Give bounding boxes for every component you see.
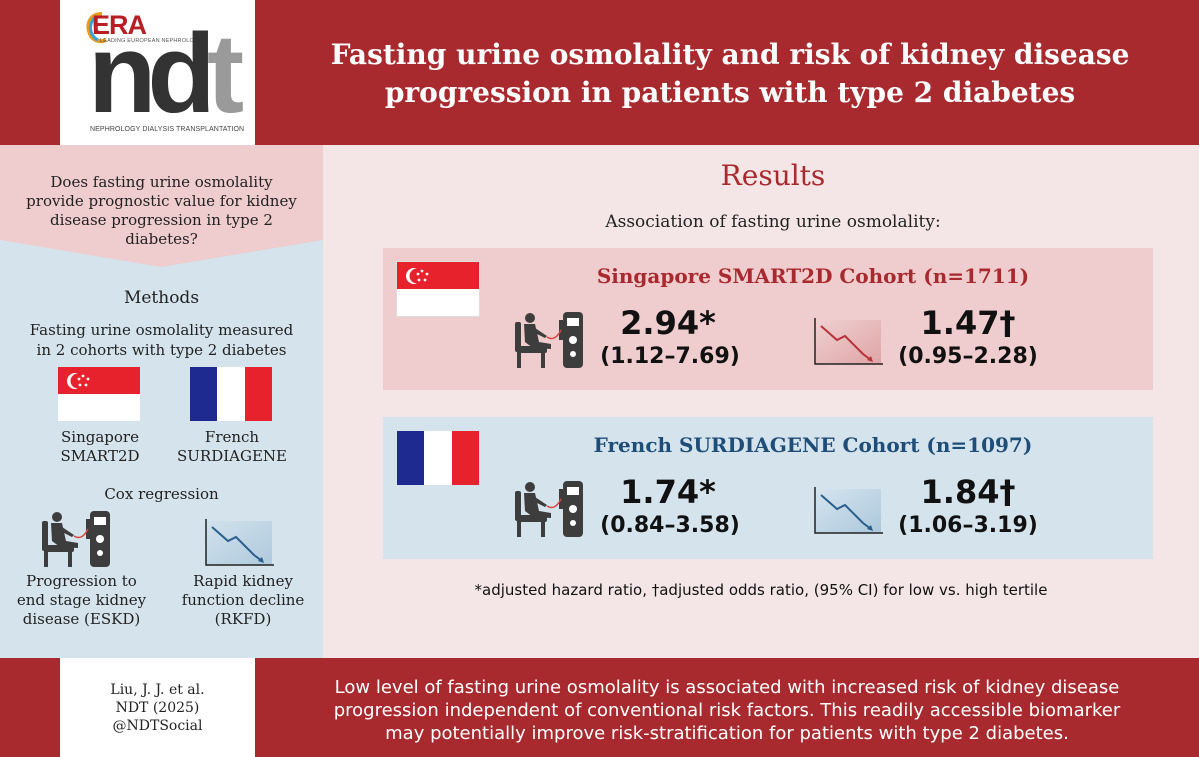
research-question: Does fasting urine osmolality provide pr… xyxy=(0,173,323,249)
outcome-label-line: disease (ESKD) xyxy=(22,610,141,628)
ndt-logo-nd: nd xyxy=(88,11,216,136)
cohort-title: Singapore SMART2D Cohort (n=1711) xyxy=(596,264,1030,288)
eskd-hazard-ratio: 2.94* xyxy=(620,304,716,342)
rkfd-confidence-interval: (0.95–2.28) xyxy=(898,344,1038,369)
cohort-label-line: French xyxy=(204,428,260,446)
cohort-label-france: French SURDIAGENE xyxy=(164,428,300,466)
outcome-label-eskd: Progression to end stage kidney disease … xyxy=(4,572,159,629)
methods-line: Fasting urine osmolality measured xyxy=(29,321,294,339)
citation-line: Liu, J. J. et al. xyxy=(110,682,205,698)
ndt-logo-t: t xyxy=(206,11,244,136)
citation-line: @NDTSocial xyxy=(112,718,203,734)
header-banner: ERA LEADING EUROPEAN NEPHROLOGY ndt NEPH… xyxy=(0,0,1199,145)
page-title: Fasting urine osmolality and risk of kid… xyxy=(275,36,1185,112)
france-flag-icon xyxy=(397,431,479,485)
france-flag-icon xyxy=(190,367,272,421)
outcome-label-line: Rapid kidney xyxy=(193,572,293,590)
methods-heading: Methods xyxy=(123,288,200,308)
outcome-label-line: (RKFD) xyxy=(214,610,272,628)
conclusion-text: Low level of fasting urine osmolality is… xyxy=(262,676,1192,745)
ndt-tagline: NEPHROLOGY DIALYSIS TRANSPLANTATION xyxy=(90,126,245,133)
ndt-logo: ERA LEADING EUROPEAN NEPHROLOGY ndt NEPH… xyxy=(60,0,255,145)
dialysis-patient-icon xyxy=(515,312,583,368)
singapore-flag-icon xyxy=(58,367,140,421)
dialysis-patient-icon xyxy=(42,511,110,567)
title-line-1: Fasting urine osmolality and risk of kid… xyxy=(330,38,1130,71)
outcome-label-line: end stage kidney xyxy=(16,591,147,609)
results-subheading: Association of fasting urine osmolality: xyxy=(605,212,941,232)
question-banner-shape xyxy=(0,145,323,267)
question-line: disease progression in type 2 xyxy=(50,211,273,229)
cohort-label-singapore: Singapore SMART2D xyxy=(40,428,160,466)
rkfd-odds-ratio: 1.47† xyxy=(920,304,1016,342)
singapore-flag-icon xyxy=(396,261,480,317)
cohort-label-line: SMART2D xyxy=(60,447,140,465)
dialysis-patient-icon xyxy=(515,481,583,537)
outcome-label-line: Progression to xyxy=(26,572,137,590)
era-logo-text: ERA xyxy=(92,10,147,40)
eskd-hazard-ratio: 1.74* xyxy=(620,473,716,511)
question-line: diabetes? xyxy=(125,230,198,248)
eskd-confidence-interval: (0.84–3.58) xyxy=(600,513,740,538)
conclusion-line: may potentially improve risk-stratificat… xyxy=(385,723,1069,744)
eskd-confidence-interval: (1.12–7.69) xyxy=(600,344,740,369)
ndt-logo-text: ndt xyxy=(88,18,244,130)
citation-box: Liu, J. J. et al. NDT (2025) @NDTSocial xyxy=(60,658,255,757)
conclusion-banner: Liu, J. J. et al. NDT (2025) @NDTSocial … xyxy=(0,658,1199,757)
cohort-card-singapore: Singapore SMART2D Cohort (n=1711) 2.94* … xyxy=(383,248,1153,390)
declining-chart-icon xyxy=(814,487,883,534)
methods-text: Fasting urine osmolality measured in 2 c… xyxy=(0,320,323,360)
methods-line: in 2 cohorts with type 2 diabetes xyxy=(36,341,287,359)
analysis-method: Cox regression xyxy=(104,485,219,503)
results-footnote: *adjusted hazard ratio, †adjusted odds r… xyxy=(474,581,1048,599)
question-line: Does fasting urine osmolality xyxy=(50,173,273,191)
rkfd-odds-ratio: 1.84† xyxy=(920,473,1016,511)
cohort-label-line: SURDIAGENE xyxy=(176,447,287,465)
question-line: provide prognostic value for kidney xyxy=(26,192,297,210)
methods-panel: Does fasting urine osmolality provide pr… xyxy=(0,145,323,658)
citation: Liu, J. J. et al. NDT (2025) @NDTSocial xyxy=(60,681,255,735)
era-logo-subtext: LEADING EUROPEAN NEPHROLOGY xyxy=(100,38,203,44)
rkfd-confidence-interval: (1.06–3.19) xyxy=(898,513,1038,538)
outcome-label-line: function decline xyxy=(181,591,305,609)
declining-chart-icon xyxy=(814,318,883,365)
cohort-label-line: Singapore xyxy=(61,428,139,446)
cohort-title: French SURDIAGENE Cohort (n=1097) xyxy=(593,433,1033,457)
cohort-card-france: French SURDIAGENE Cohort (n=1097) 1.74* … xyxy=(383,417,1153,559)
results-panel: Results Association of fasting urine osm… xyxy=(323,145,1199,658)
era-swoosh-icon xyxy=(86,12,107,44)
citation-line: NDT (2025) xyxy=(115,700,200,716)
outcome-label-rkfd: Rapid kidney function decline (RKFD) xyxy=(168,572,318,629)
title-line-2: progression in patients with type 2 diab… xyxy=(384,76,1076,109)
declining-chart-icon xyxy=(205,519,274,566)
conclusion-line: Low level of fasting urine osmolality is… xyxy=(334,677,1120,698)
results-heading: Results xyxy=(720,159,826,192)
conclusion-line: progression independent of conventional … xyxy=(333,700,1121,721)
